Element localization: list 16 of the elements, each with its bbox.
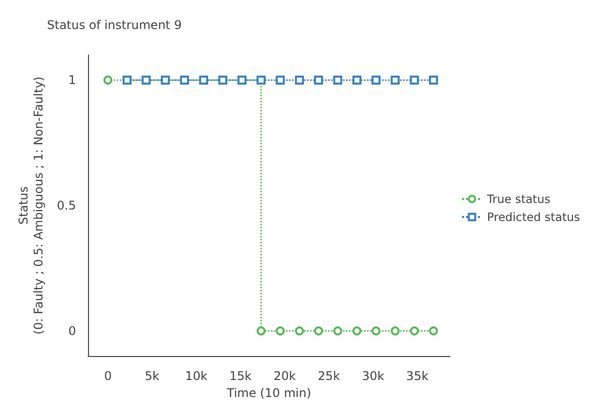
x-axis-title: Time (10 min) (226, 386, 312, 400)
legend-label: Predicted status (487, 210, 580, 224)
x-tick-label: 10k (185, 369, 208, 383)
y-tick-label: 1 (68, 73, 76, 88)
x-tick-label: 20k (274, 369, 296, 383)
y-tick-label: 0 (68, 324, 76, 338)
x-tick-label: 0 (104, 369, 112, 383)
x-tick-label: 30k (362, 369, 384, 383)
chart-title: Status of instrument 9 (47, 18, 182, 32)
y-tick-label: 0.5 (56, 198, 76, 212)
x-tick-label: 35k (406, 369, 428, 383)
legend-label: True status (486, 192, 550, 206)
x-tick-label: 15k (229, 369, 252, 383)
y-axis-title: Status (0: Faulty ; 0.5: Ambiguous ; 1: Non-Faulty) (16, 76, 46, 334)
x-tick-label: 25k (318, 369, 340, 383)
x-tick-label: 5k (144, 369, 160, 383)
